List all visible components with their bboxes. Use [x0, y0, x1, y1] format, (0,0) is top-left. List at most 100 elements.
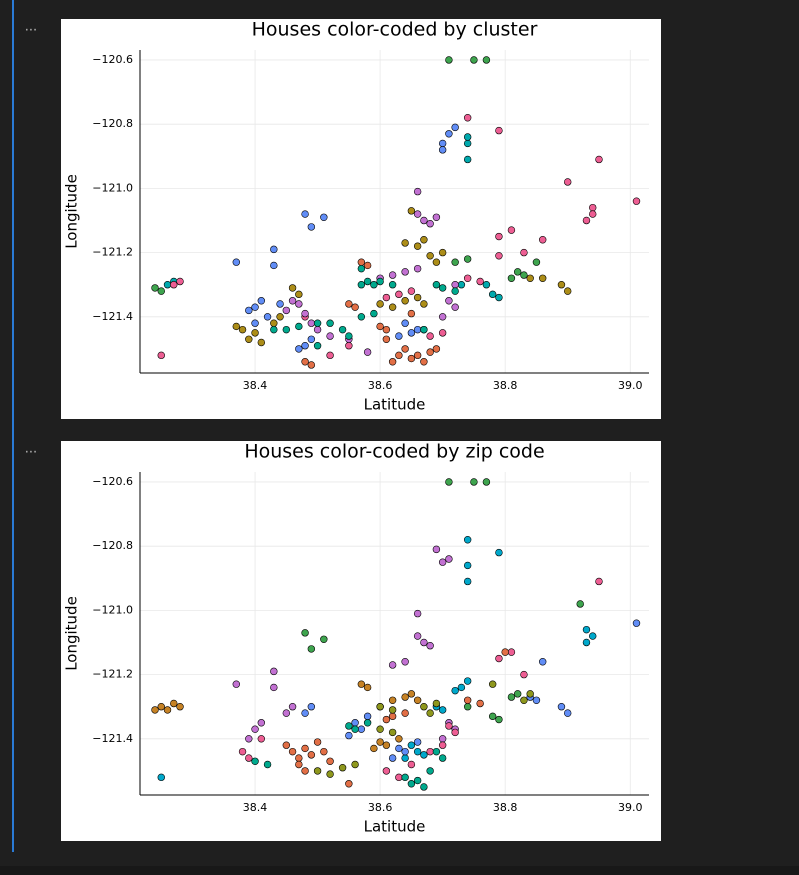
point — [426, 220, 434, 228]
point — [257, 735, 266, 743]
point — [432, 345, 441, 353]
point — [351, 760, 359, 769]
output-menu[interactable]: ... — [25, 442, 37, 457]
point — [345, 342, 353, 350]
point — [438, 248, 447, 257]
point — [407, 780, 416, 788]
point — [432, 258, 441, 266]
point — [482, 281, 491, 289]
point — [532, 696, 541, 704]
point — [370, 744, 378, 753]
point — [426, 767, 434, 775]
point — [307, 703, 316, 711]
y-tick-label: −121.4 — [92, 732, 133, 745]
point — [501, 648, 509, 656]
point — [463, 561, 472, 570]
point — [251, 757, 259, 765]
point — [295, 754, 303, 762]
point — [445, 297, 453, 305]
x-tick-label: 38.4 — [243, 801, 268, 814]
point — [307, 335, 316, 343]
point — [451, 123, 459, 132]
point — [401, 319, 409, 327]
point — [307, 645, 316, 653]
point — [163, 281, 172, 289]
point — [345, 332, 353, 340]
y-tick-label: −120.6 — [92, 53, 133, 66]
output-menu[interactable]: ... — [25, 20, 37, 35]
point — [426, 252, 434, 260]
point — [257, 297, 266, 305]
point — [382, 325, 391, 334]
point — [463, 114, 472, 122]
point — [388, 728, 397, 737]
point — [564, 709, 572, 717]
point — [313, 319, 322, 327]
point — [388, 754, 397, 762]
cell-focus-bar — [12, 0, 14, 852]
point — [282, 325, 291, 334]
chart-title: Houses color-coded by zip code — [244, 441, 544, 463]
point — [463, 155, 472, 164]
point — [432, 281, 441, 289]
point — [576, 600, 584, 608]
point — [457, 281, 466, 289]
point — [445, 722, 453, 730]
x-tick-label: 39.0 — [618, 801, 643, 814]
point — [420, 638, 428, 647]
point — [413, 293, 422, 302]
point — [245, 306, 253, 315]
point — [395, 351, 403, 360]
point — [313, 325, 322, 334]
point — [288, 703, 297, 711]
point — [301, 629, 309, 637]
point — [263, 313, 272, 321]
point — [488, 680, 497, 688]
point — [295, 760, 303, 769]
point — [538, 236, 547, 244]
point — [320, 747, 328, 756]
point — [445, 130, 453, 138]
point — [463, 703, 472, 711]
point — [251, 303, 259, 311]
point — [326, 757, 334, 765]
point — [507, 693, 516, 701]
point — [320, 635, 328, 643]
point — [495, 252, 503, 260]
point — [157, 287, 165, 295]
point — [320, 213, 328, 221]
point — [432, 545, 441, 554]
point — [345, 722, 353, 730]
point — [232, 258, 240, 266]
x-tick-label: 39.0 — [618, 379, 643, 392]
point — [313, 738, 322, 746]
point — [476, 277, 484, 286]
plot-background — [61, 19, 661, 419]
point — [157, 351, 165, 360]
point — [295, 345, 303, 353]
point — [495, 548, 503, 557]
point — [238, 747, 247, 756]
point — [407, 354, 416, 363]
point — [520, 248, 528, 257]
point — [307, 361, 316, 369]
point — [445, 56, 453, 64]
point — [413, 632, 422, 640]
point — [457, 683, 466, 692]
point — [382, 767, 391, 775]
point — [420, 358, 428, 366]
point — [420, 751, 428, 759]
point — [470, 56, 478, 64]
point — [407, 329, 416, 337]
point — [463, 255, 472, 263]
point — [357, 258, 366, 266]
point — [263, 760, 272, 769]
point — [438, 735, 447, 743]
point — [407, 741, 416, 749]
point — [395, 744, 403, 753]
point — [407, 207, 416, 215]
point — [232, 680, 240, 688]
point — [413, 776, 422, 785]
point — [326, 319, 334, 327]
point — [301, 210, 309, 218]
